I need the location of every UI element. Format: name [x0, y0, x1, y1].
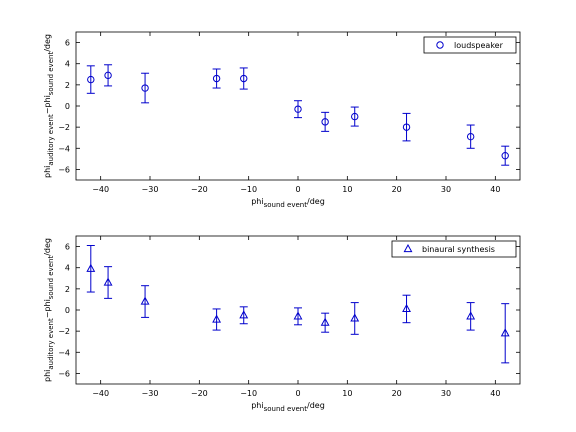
data-point [294, 105, 302, 113]
bottom-plot: −40 −30 −20 −10 0 10 20 30 40−6−4−20246phisound … [43, 235, 521, 413]
x-tick-label: −20 [191, 389, 208, 398]
legend-box [423, 36, 517, 54]
x-tick-label: 0 [295, 389, 300, 398]
data-point [293, 311, 303, 320]
data-point [104, 71, 112, 80]
data-point [212, 74, 221, 83]
x-tick-label: 20 [392, 185, 402, 194]
x-tick-label: 10 [342, 389, 352, 398]
y-tick-label: 0 [65, 102, 70, 111]
x-tick-label: 40 [490, 389, 500, 398]
y-tick-label: −2 [58, 327, 70, 336]
data-point [402, 123, 411, 131]
data-point [87, 75, 95, 84]
x-tick-label: 40 [490, 185, 500, 194]
data-point [239, 310, 249, 319]
legend-label: binaural synthesis [422, 245, 495, 254]
y-tick-label: −4 [58, 144, 70, 153]
data-point [466, 311, 476, 320]
x-tick-label: 20 [392, 389, 402, 398]
data-point [141, 84, 149, 92]
data-point [500, 328, 510, 337]
y-axis-label: phiauditory event−phisound event/deg [43, 238, 55, 382]
x-axis-label: phisound event/deg [251, 197, 325, 209]
x-tick-label: −30 [142, 389, 159, 398]
data-point [212, 314, 222, 323]
y-tick-label: 2 [65, 285, 70, 294]
x-tick-label: −20 [191, 185, 208, 194]
x-tick-label: −10 [240, 185, 257, 194]
y-axis-label: phiauditory event−phisound event/deg [43, 34, 55, 178]
data-point [321, 118, 329, 126]
x-tick-label: 10 [342, 185, 352, 194]
legend-box [391, 240, 517, 258]
data-point [240, 74, 248, 83]
data-point [402, 303, 411, 313]
data-point [140, 296, 150, 305]
legend-marker [403, 243, 413, 253]
y-tick-label: 2 [65, 81, 70, 90]
y-tick-label: 6 [65, 39, 70, 48]
y-tick-label: −4 [58, 348, 70, 357]
y-tick-label: −6 [58, 369, 70, 378]
data-point [501, 151, 509, 160]
y-tick-label: 4 [65, 60, 70, 69]
data-point [86, 263, 96, 272]
data-point [350, 313, 360, 322]
x-tick-label: −10 [240, 389, 257, 398]
y-tick-label: 4 [65, 264, 70, 273]
y-tick-label: 6 [65, 243, 70, 252]
y-tick-label: −6 [58, 165, 70, 174]
x-tick-label: −30 [142, 185, 159, 194]
data-point [351, 112, 359, 121]
legend-label: loudspeaker [454, 41, 504, 50]
x-tick-label: 0 [295, 185, 300, 194]
x-tick-label: 30 [441, 389, 451, 398]
top-plot: −40 −30 −20 −10 0 10 20 30 40−6−4−20246phisound … [43, 31, 521, 209]
x-tick-label: −40 [92, 389, 109, 398]
x-axis-label: phisound event/deg [251, 401, 325, 413]
data-point [466, 132, 475, 141]
y-tick-label: 0 [65, 306, 70, 315]
legend-marker [436, 41, 444, 49]
y-tick-label: −2 [58, 123, 70, 132]
data-point [320, 317, 330, 326]
data-point [103, 277, 113, 286]
x-tick-label: −40 [92, 185, 109, 194]
x-tick-label: 30 [441, 185, 451, 194]
